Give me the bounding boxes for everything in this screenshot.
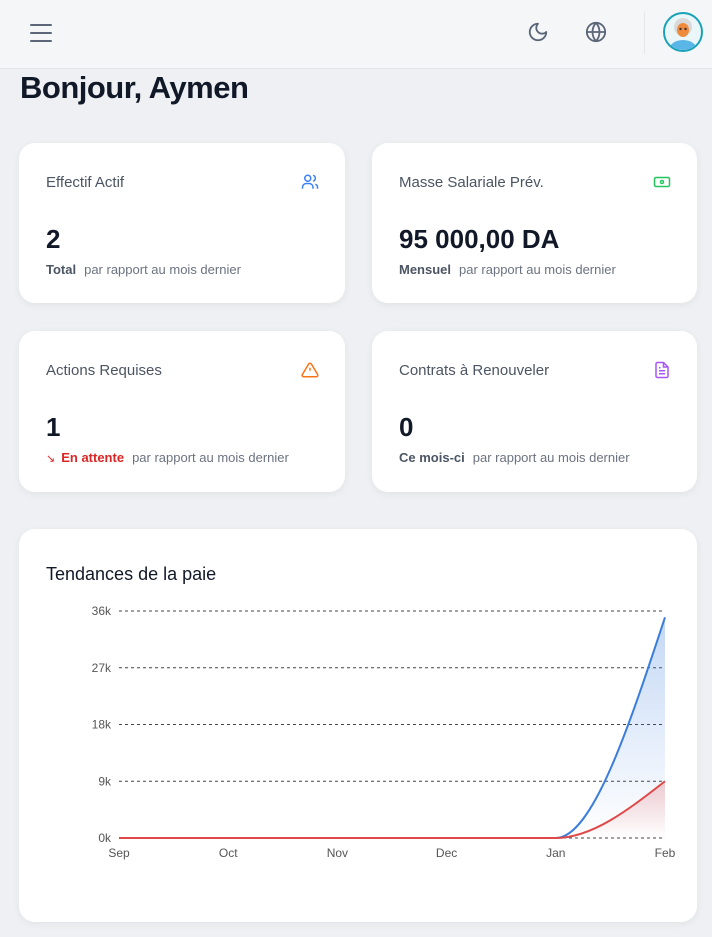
card-effectif-actif[interactable]: Effectif Actif 2 Total par rapport au moi… — [19, 143, 345, 303]
card-label: En attente — [61, 450, 125, 465]
x-tick-label: Sep — [108, 846, 130, 860]
users-icon — [301, 174, 319, 189]
x-tick-label: Dec — [436, 846, 457, 860]
card-value: 0 — [399, 412, 414, 442]
y-tick-label: 9k — [98, 774, 112, 788]
card-title: Effectif Actif — [46, 174, 125, 191]
warning-icon — [301, 362, 319, 378]
x-tick-label: Jan — [546, 846, 565, 860]
user-avatar[interactable] — [663, 12, 703, 52]
chart-title: Tendances de la paie — [46, 564, 217, 584]
payroll-trend-chart: 0k 9k 18k 27k 36k Sep Oct Nov Dec Jan Feb — [92, 604, 676, 860]
globe-icon[interactable] — [585, 21, 607, 43]
banknote-icon — [653, 176, 671, 188]
hamburger-icon[interactable] — [29, 22, 53, 44]
card-label: Ce mois-ci — [399, 450, 465, 465]
card-note: par rapport au mois dernier — [132, 450, 289, 465]
x-tick-label: Oct — [219, 846, 238, 860]
card-value: 2 — [46, 224, 61, 254]
arrow-down-right-icon: ↘ — [46, 453, 56, 465]
series-line — [119, 780, 666, 839]
card-value: 1 — [46, 412, 61, 442]
card-note: par rapport au mois dernier — [84, 262, 241, 277]
card-title: Contrats à Renouveler — [399, 362, 550, 379]
y-tick-label: 18k — [92, 718, 112, 732]
card-label: Mensuel — [399, 262, 452, 277]
card-actions-requises[interactable]: Actions Requises 1 ↘ En attente par rappor… — [19, 331, 345, 492]
series-area — [119, 781, 665, 838]
card-label: Total — [46, 262, 77, 277]
card-masse-salariale[interactable]: Masse Salariale Prév. 95 000,00 DA Mensu… — [372, 143, 697, 303]
card-note: par rapport au mois dernier — [472, 450, 630, 465]
file-text-icon — [655, 361, 669, 379]
divider — [644, 12, 645, 54]
card-contrats-renouveler[interactable]: Contrats à Renouveler 0 Ce mois-ci par ra… — [372, 331, 697, 492]
x-tick-label: Feb — [655, 846, 676, 860]
payroll-trend-chart-card: Tendances de la paie 0k 9k 18k 27k 36k Sep Oct… — [19, 529, 697, 922]
y-tick-label: 27k — [92, 661, 112, 675]
x-tick-label: Nov — [327, 846, 348, 860]
series-area — [119, 617, 665, 838]
card-title: Actions Requises — [46, 362, 162, 379]
card-title: Masse Salariale Prév. — [399, 174, 544, 191]
card-note: par rapport au mois dernier — [459, 262, 616, 277]
y-tick-label: 0k — [98, 831, 112, 845]
series-line — [119, 616, 666, 839]
greeting: Bonjour, Aymen — [20, 70, 249, 105]
card-value: 95 000,00 DA — [399, 224, 560, 254]
top-bar — [0, 0, 712, 69]
moon-icon[interactable] — [527, 21, 549, 43]
y-tick-label: 36k — [92, 604, 112, 618]
